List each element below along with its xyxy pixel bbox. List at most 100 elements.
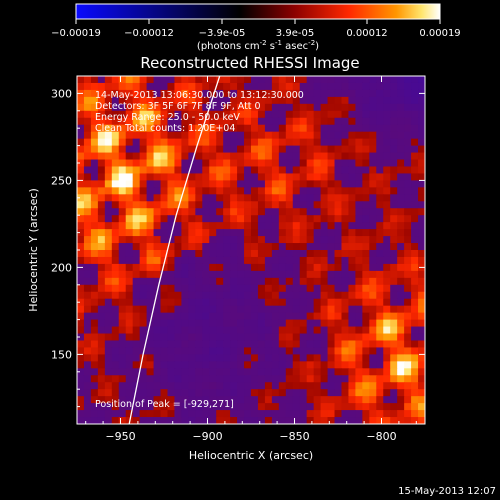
heatmap-cell	[404, 410, 412, 418]
heatmap-cell	[167, 138, 176, 147]
heatmap-cell	[418, 403, 425, 411]
heatmap-cell	[411, 180, 419, 188]
heatmap-cell	[383, 375, 391, 383]
heatmap-cell	[202, 340, 210, 349]
heatmap-cell	[251, 180, 259, 188]
heatmap-cell	[285, 82, 294, 91]
heatmap-cell	[146, 96, 155, 105]
heatmap-cell	[411, 347, 419, 355]
heatmap-cell	[251, 326, 259, 335]
heatmap-cell	[153, 229, 162, 237]
heatmap-cell	[376, 243, 384, 251]
heatmap-cell	[397, 326, 405, 335]
heatmap-cell	[118, 312, 127, 321]
heatmap-cell	[285, 187, 294, 195]
heatmap-cell	[292, 180, 301, 188]
heatmap-cell	[160, 201, 169, 209]
heatmap-cell	[404, 354, 412, 362]
heatmap-cell	[376, 347, 384, 355]
heatmap-cell	[77, 201, 85, 209]
heatmap-cell	[195, 326, 203, 335]
heatmap-cell	[244, 166, 252, 175]
heatmap-cell	[111, 124, 120, 133]
heatmap-cell	[251, 166, 259, 175]
heatmap-cell	[118, 291, 127, 300]
heatmap-cell	[111, 103, 120, 112]
heatmap-cell	[348, 291, 356, 300]
heatmap-cell	[188, 417, 196, 424]
heatmap-cell	[355, 82, 363, 91]
heatmap-cell	[278, 187, 287, 195]
heatmap-cell	[376, 124, 384, 133]
heatmap-cell	[411, 229, 419, 237]
heatmap-cell	[264, 76, 273, 84]
heatmap-cell	[313, 291, 322, 300]
heatmap-cell	[223, 312, 231, 321]
heatmap-cell	[83, 389, 92, 397]
heatmap-cell	[271, 96, 280, 105]
heatmap-cell	[369, 89, 377, 98]
heatmap-cell	[404, 263, 412, 272]
heatmap-cell	[397, 166, 405, 175]
heatmap-cell	[244, 222, 252, 230]
heatmap-cell	[257, 333, 266, 342]
heatmap-cell	[111, 166, 120, 175]
heatmap-cell	[418, 326, 425, 335]
heatmap-cell	[97, 124, 106, 133]
heatmap-cell	[209, 124, 217, 133]
heatmap-cell	[334, 333, 343, 342]
heatmap-cell	[376, 277, 384, 286]
heatmap-cell	[327, 145, 336, 154]
heatmap-cell	[327, 152, 336, 161]
heatmap-cell	[195, 291, 203, 300]
heatmap-cell	[90, 76, 99, 84]
heatmap-cell	[153, 103, 162, 112]
heatmap-cell	[209, 291, 217, 300]
heatmap-cell	[285, 236, 294, 244]
heatmap-cell	[334, 250, 343, 258]
heatmap-cell	[306, 243, 315, 251]
heatmap-cell	[244, 76, 252, 84]
heatmap-cell	[209, 229, 217, 237]
heatmap-cell	[369, 368, 377, 376]
heatmap-cell	[390, 291, 398, 300]
heatmap-cell	[278, 110, 287, 119]
heatmap-cell	[285, 159, 294, 168]
heatmap-cell	[146, 173, 155, 181]
heatmap-cell	[174, 403, 182, 411]
heatmap-cell	[244, 82, 252, 91]
heatmap-cell	[202, 236, 210, 244]
heatmap-cell	[188, 333, 196, 342]
heatmap-cell	[264, 173, 273, 181]
heatmap-cell	[188, 256, 196, 265]
heatmap-cell	[153, 312, 162, 321]
heatmap-cell	[383, 173, 391, 181]
heatmap-cell	[174, 354, 182, 362]
heatmap-cell	[174, 284, 182, 293]
heatmap-cell	[195, 270, 203, 279]
heatmap-cell	[397, 215, 405, 223]
heatmap-cell	[153, 319, 162, 328]
heatmap-cell	[418, 208, 425, 216]
heatmap-cell	[244, 110, 252, 119]
heatmap-cell	[160, 305, 169, 314]
heatmap-cell	[188, 340, 196, 349]
heatmap-cell	[299, 250, 308, 258]
heatmap-cell	[216, 291, 224, 300]
heatmap-cell	[334, 96, 343, 105]
heatmap-cell	[125, 187, 134, 195]
heatmap-cell	[97, 340, 106, 349]
heatmap-cell	[411, 382, 419, 390]
heatmap-cell	[83, 291, 92, 300]
heatmap-cell	[411, 417, 419, 424]
heatmap-cell	[237, 208, 245, 216]
heatmap-cell	[230, 229, 238, 237]
heatmap-cell	[209, 145, 217, 154]
heatmap-cell	[237, 368, 245, 376]
heatmap-cell	[390, 305, 398, 314]
heatmap-cell	[376, 361, 384, 369]
heatmap-cell	[195, 124, 203, 133]
heatmap-cell	[104, 124, 113, 133]
heatmap-cell	[139, 403, 148, 411]
heatmap-cell	[390, 403, 398, 411]
